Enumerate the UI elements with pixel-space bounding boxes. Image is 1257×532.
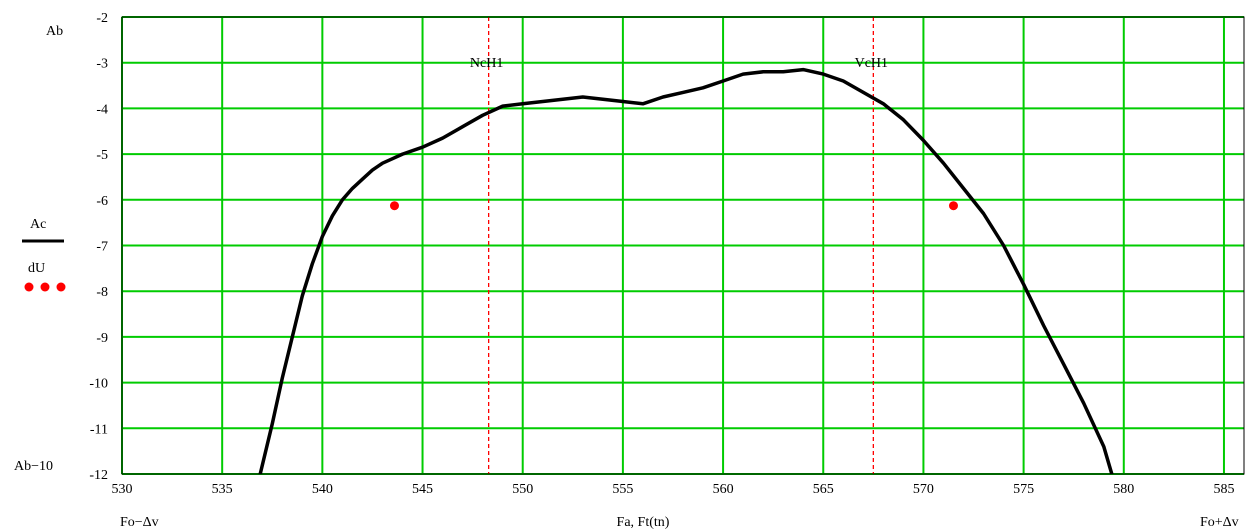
grid-lines [121, 16, 1244, 475]
x-tick-label: 565 [813, 482, 834, 497]
y-tick-label: -10 [89, 377, 108, 392]
x-tick-label: 535 [212, 482, 233, 497]
y-tick-label: -9 [96, 331, 108, 346]
series-group [258, 67, 1114, 475]
x-tick-label: 560 [713, 482, 734, 497]
legend: Ac dU [22, 217, 66, 292]
x-tick-label: 545 [412, 482, 433, 497]
vline-label-nch1: NcH1 [470, 56, 503, 71]
x-tick-label: 575 [1013, 482, 1034, 497]
y-tick-label: -7 [96, 240, 108, 255]
y-tick-label: -5 [96, 148, 108, 163]
y-min-label: Ab−10 [14, 459, 53, 474]
plot-frame [121, 16, 1245, 475]
series-ac-line [258, 67, 1114, 475]
y-tick-label: -12 [89, 468, 108, 483]
x-tick-label: 540 [312, 482, 333, 497]
series-du-point [389, 201, 399, 211]
legend-label-du: dU [28, 261, 45, 276]
y-tick-label: -11 [90, 422, 108, 437]
y-tick-label: -2 [96, 11, 108, 26]
y-tick-label: -3 [96, 57, 108, 72]
y-tick-labels: -2 -3 -4 -5 -6 -7 -8 -9 -10 -11 -12 [89, 11, 108, 483]
legend-dot-1 [24, 282, 34, 292]
x-tick-label: 555 [612, 482, 633, 497]
y-tick-label: -4 [96, 102, 108, 117]
y-tick-label: -6 [96, 194, 108, 209]
y-max-label: Ab [46, 24, 63, 39]
x-tick-label: 570 [913, 482, 934, 497]
x-tick-label: 585 [1213, 482, 1234, 497]
x-tick-label: 530 [112, 482, 133, 497]
legend-dot-2 [40, 282, 50, 292]
x-tick-labels: 530 535 540 545 550 555 560 565 570 575 580 585 [112, 482, 1235, 497]
series-du-point [948, 201, 958, 211]
legend-label-ac: Ac [30, 217, 46, 232]
x-tick-label: 580 [1113, 482, 1134, 497]
marker-lines: NcH1 VcH1 [470, 17, 888, 474]
legend-dot-3 [56, 282, 66, 292]
x-tick-label: 550 [512, 482, 533, 497]
x-axis-label: Fa, Ft(tn) [617, 515, 670, 530]
vline-label-vch1: VcH1 [855, 56, 888, 71]
x-max-label: Fo+Δv [1200, 515, 1239, 530]
y-tick-label: -8 [96, 285, 108, 300]
x-min-label: Fo−Δv [120, 515, 159, 530]
